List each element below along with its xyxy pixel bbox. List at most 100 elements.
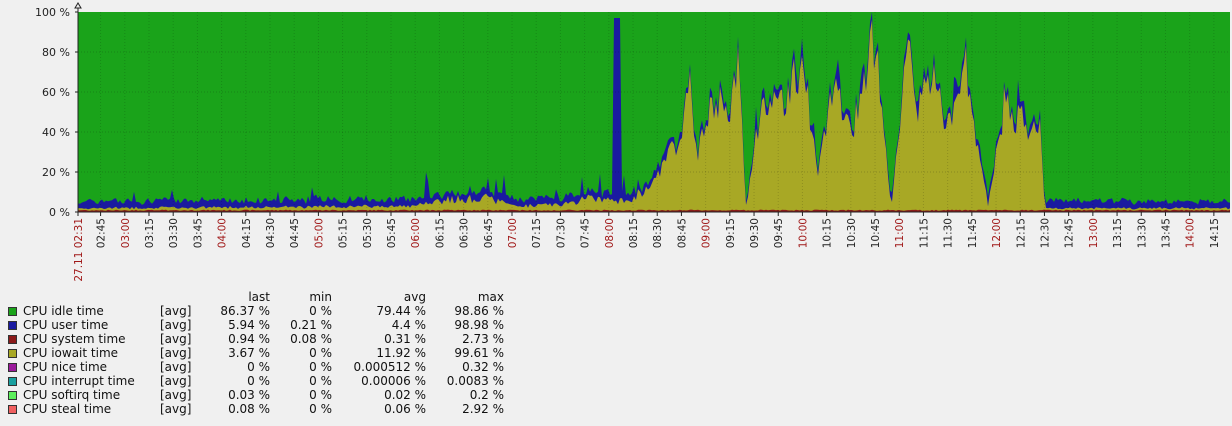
y-tick-label: 40 % [42, 126, 70, 139]
x-tick-label: 09:30 [749, 218, 761, 248]
legend-avg: 0.00006 % [361, 374, 426, 388]
legend-min: 0 % [309, 346, 332, 360]
y-tick-label: 0 % [49, 206, 70, 219]
legend-name: CPU interrupt time [23, 374, 135, 388]
x-tick-label: 10:00 [797, 218, 809, 248]
x-tick-label: 11:45 [967, 218, 979, 248]
legend-header-max: max [477, 290, 504, 304]
legend-swatch [8, 404, 17, 414]
legend-avg: 0.31 % [384, 332, 426, 346]
legend-header-last: last [248, 290, 270, 304]
legend-max: 98.98 % [454, 318, 504, 332]
legend-swatch [8, 376, 17, 386]
legend-last: 0 % [247, 360, 270, 374]
x-tick-label: 08:45 [676, 218, 688, 248]
legend-last: 0.08 % [228, 402, 270, 416]
y-tick-label: 60 % [42, 86, 70, 99]
grid-lines [78, 12, 1230, 212]
legend-avg: 0.02 % [384, 388, 426, 402]
legend-item: CPU steal time [avg] 0.08 % 0 % 0.06 % 2.92 % [8, 402, 504, 416]
legend-avg: 0.06 % [384, 402, 426, 416]
series-iowait-area [78, 19, 1230, 212]
legend-avg: 0.000512 % [353, 360, 426, 374]
legend-fn: [avg] [160, 318, 192, 332]
legend-fn: [avg] [160, 402, 192, 416]
legend-min: 0 % [309, 402, 332, 416]
x-tick-label: 14:15 [1209, 218, 1221, 248]
legend-swatch [8, 390, 17, 400]
x-tick-label: 08:30 [652, 218, 664, 248]
legend-max: 98.86 % [454, 304, 504, 318]
legend-name: CPU system time [23, 332, 126, 346]
legend-max: 2.92 % [462, 402, 504, 416]
x-tick-label: 07:15 [531, 218, 543, 248]
legend-name: CPU iowait time [23, 346, 119, 360]
x-tick-label: 05:45 [386, 218, 398, 248]
x-tick-label: 13:15 [1112, 218, 1124, 248]
x-tick-label: 13:30 [1136, 218, 1148, 248]
legend-min: 0 % [309, 360, 332, 374]
legend-header-avg: avg [403, 290, 426, 304]
legend-last: 3.67 % [228, 346, 270, 360]
legend-item: CPU idle time [avg] 86.37 % 0 % 79.44 % 98.86… [8, 304, 504, 318]
legend-max: 0.0083 % [446, 374, 504, 388]
x-tick-label: 08:15 [628, 218, 640, 248]
legend-swatch [8, 334, 17, 344]
y-tick-label: 80 % [42, 46, 70, 59]
y-axis-arrow [74, 2, 82, 9]
x-tick-label: 10:45 [870, 218, 882, 248]
x-tick-label: 06:15 [434, 218, 446, 248]
legend-avg: 4.4 % [391, 318, 426, 332]
legend-max: 99.61 % [454, 346, 504, 360]
legend-header: last min avg max [8, 290, 504, 304]
x-tick-label: 04:30 [265, 218, 277, 248]
x-tick-label: 04:15 [241, 218, 253, 248]
legend-item: CPU iowait time [avg] 3.67 % 0 % 11.92 % 99.6… [8, 346, 504, 360]
legend-min: 0 % [309, 374, 332, 388]
y-axis: 0 % 20 % 40 % 60 % 80 % 100 % [35, 2, 82, 219]
x-tick-label: 06:30 [459, 218, 471, 248]
x-tick-label: 12:30 [1039, 218, 1051, 248]
legend-fn: [avg] [160, 304, 192, 318]
x-tick-label: 10:15 [822, 218, 834, 248]
x-tick-label: 06:45 [483, 218, 495, 248]
legend-last: 0.94 % [228, 332, 270, 346]
legend-fn: [avg] [160, 332, 192, 346]
x-tick-label: 12:00 [991, 218, 1003, 248]
x-tick-label: 07:30 [555, 218, 567, 248]
legend-name: CPU steal time [23, 402, 112, 416]
plot-area [78, 12, 1230, 212]
legend-max: 2.73 % [462, 332, 504, 346]
x-tick-label: 13:00 [1088, 218, 1100, 248]
legend-min: 0.08 % [290, 332, 332, 346]
x-axis: 27.11 02:31 02:45 03:00 03:15 03:30 03:45 04:0… [73, 211, 1230, 282]
legend-name: CPU user time [23, 318, 109, 332]
x-tick-label: 03:15 [144, 218, 156, 248]
x-tick-label: 05:00 [313, 218, 325, 248]
legend-name: CPU idle time [23, 304, 104, 318]
x-tick-label: 13:45 [1160, 218, 1172, 248]
x-tick-label: 11:15 [918, 218, 930, 248]
x-tick-label: 09:00 [701, 218, 713, 248]
legend-last: 5.94 % [228, 318, 270, 332]
x-tick-label: 12:45 [1064, 218, 1076, 248]
x-tick-label: 11:30 [943, 218, 955, 248]
legend-item: CPU system time [avg] 0.94 % 0.08 % 0.31 % 2.… [8, 332, 504, 346]
legend-swatch [8, 362, 17, 372]
x-tick-label: 02:45 [96, 218, 108, 248]
legend: last min avg max CPU idle time [avg] 86.37… [8, 290, 504, 416]
x-tick-label: 08:00 [604, 218, 616, 248]
cpu-utilization-chart: 0 % 20 % 40 % 60 % 80 % 100 % 27.11 02:31 02:4… [35, 2, 1230, 282]
x-tick-label: 09:15 [725, 218, 737, 248]
legend-fn: [avg] [160, 374, 192, 388]
legend-item: CPU interrupt time [avg] 0 % 0 % 0.00006 % 0.… [8, 374, 504, 388]
x-tick-label: 04:00 [217, 218, 229, 248]
x-tick-label: 03:30 [168, 218, 180, 248]
legend-min: 0 % [309, 304, 332, 318]
legend-min: 0 % [309, 388, 332, 402]
y-tick-label: 100 % [35, 6, 70, 19]
legend-last: 0 % [247, 374, 270, 388]
legend-avg: 79.44 % [376, 304, 426, 318]
legend-max: 0.32 % [462, 360, 504, 374]
x-tick-label: 05:15 [338, 218, 350, 248]
